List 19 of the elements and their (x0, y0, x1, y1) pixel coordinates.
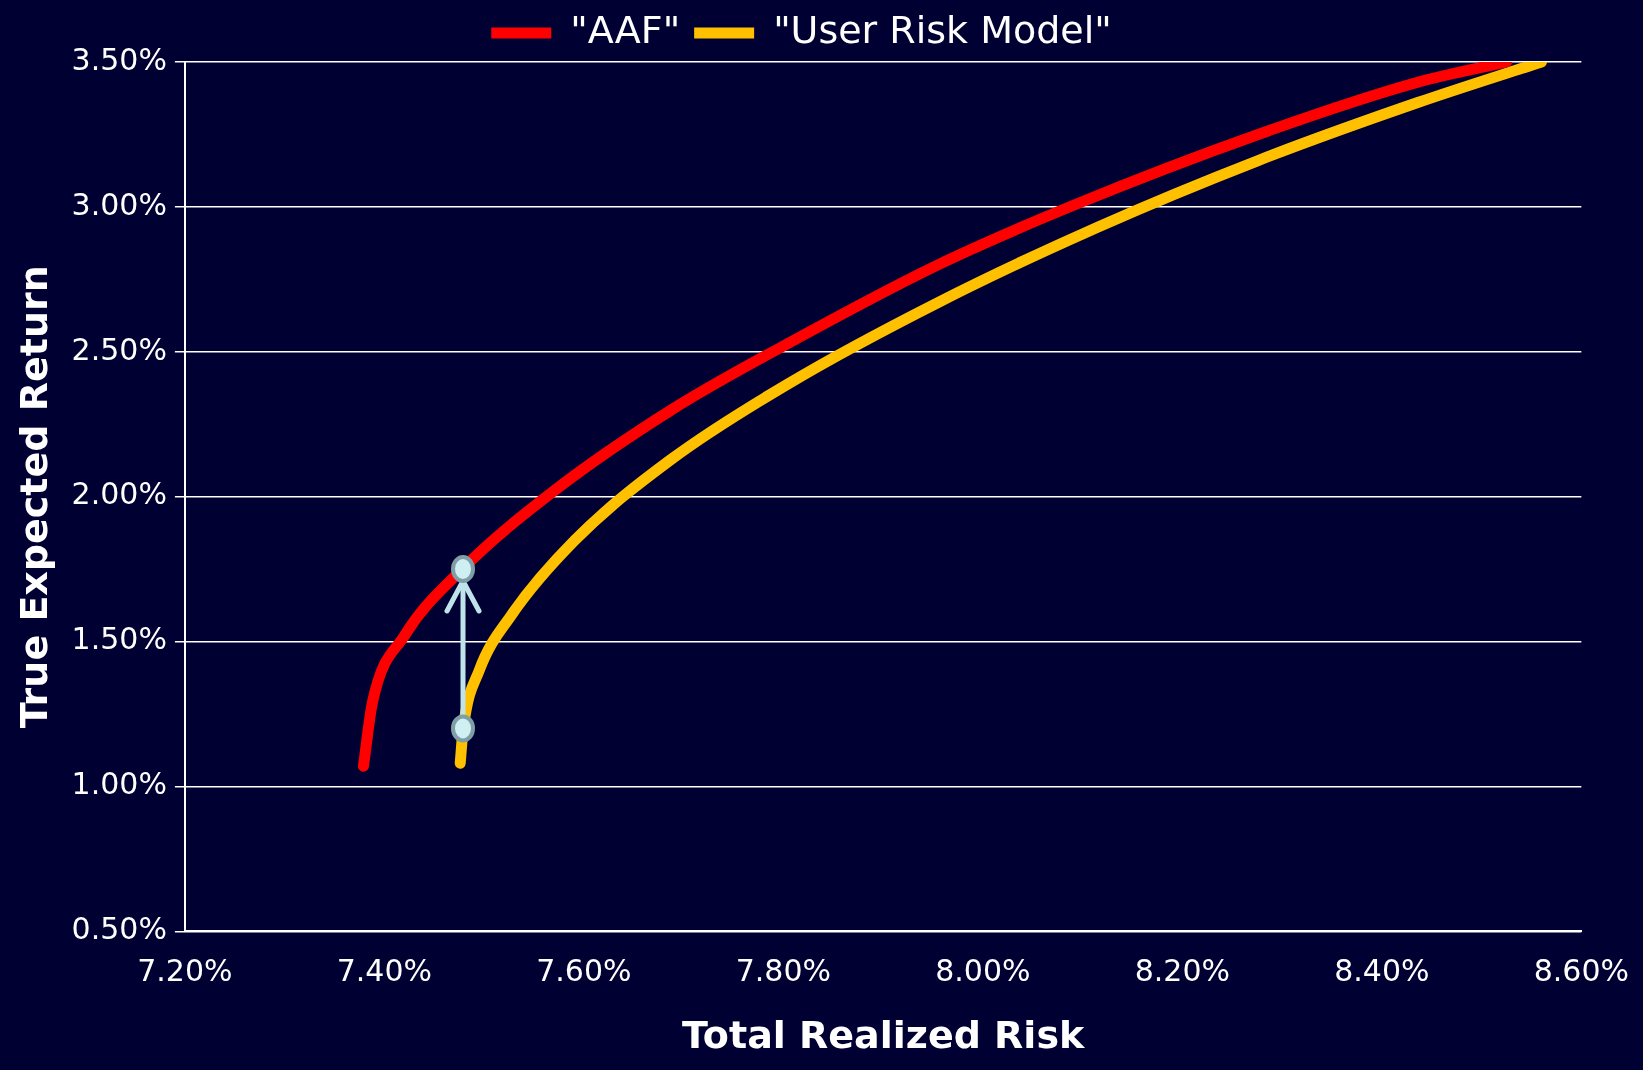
x-tick-label: 8.40% (1334, 953, 1430, 989)
x-tick-label: 7.80% (735, 953, 832, 989)
legend-label: "AAF" (570, 7, 681, 52)
x-tick-label: 8.00% (935, 953, 1031, 989)
y-tick-label: 2.00% (71, 476, 167, 512)
x-tick-label: 8.20% (1134, 953, 1231, 989)
y-tick-label: 1.00% (71, 766, 167, 802)
x-tick-label: 7.40% (336, 953, 433, 989)
x-tick-label: 7.60% (536, 953, 632, 989)
y-tick-label: 2.50% (71, 331, 167, 367)
y-tick-label: 1.50% (71, 621, 167, 657)
x-axis-title: Total Realized Risk (681, 1013, 1085, 1058)
x-tick-label: 8.60% (1533, 953, 1629, 989)
y-tick-label: 3.50% (71, 41, 167, 77)
y-tick-label: 3.00% (71, 186, 167, 222)
legend-label: "User Risk Model" (773, 7, 1112, 52)
y-axis-title: True Expected Return (11, 265, 56, 729)
x-tick-label: 7.20% (137, 953, 233, 989)
y-tick-label: 0.50% (71, 911, 167, 947)
